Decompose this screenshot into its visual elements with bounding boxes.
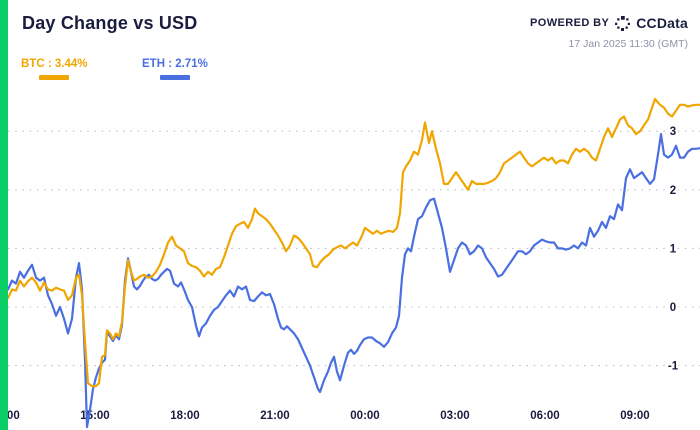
x-tick-label: 00:00 xyxy=(350,410,379,422)
legend-item-btc[interactable]: BTC : 3.44% xyxy=(21,58,87,80)
btc-line xyxy=(6,97,700,388)
y-tick-label: 0 xyxy=(670,302,676,314)
page-title: Day Change vs USD xyxy=(22,13,198,33)
x-tick-label: 15:00 xyxy=(80,410,109,422)
eth-swatch xyxy=(159,75,190,80)
x-tick-label: 09:00 xyxy=(620,410,649,422)
powered-by: POWERED BY CCData xyxy=(530,15,688,31)
accent-bar xyxy=(0,0,8,430)
legend-label-btc: BTC : 3.44% xyxy=(21,58,88,70)
y-tick-label: 3 xyxy=(670,126,676,138)
powered-by-label: POWERED BY xyxy=(530,17,610,29)
x-tick-label: 03:00 xyxy=(440,410,469,422)
legend: BTC : 3.44% ETH : 2.71% xyxy=(0,58,700,90)
legend-label-eth: ETH : 2.71% xyxy=(142,58,208,70)
eth-line xyxy=(6,133,700,429)
y-tick-label: 1 xyxy=(670,243,677,255)
y-tick-label: 2 xyxy=(670,185,676,197)
x-tick-label: 06:00 xyxy=(530,410,559,422)
legend-item-eth[interactable]: ETH : 2.71% xyxy=(142,58,208,80)
brand-name: CCData xyxy=(636,15,688,31)
x-tick-label: 18:00 xyxy=(170,410,199,422)
timestamp: 17 Jan 2025 11:30 (GMT) xyxy=(568,38,688,50)
ccdata-logo-icon xyxy=(615,15,631,31)
y-tick-label: -1 xyxy=(668,361,679,373)
btc-swatch xyxy=(39,75,70,80)
x-tick-label: 21:00 xyxy=(260,410,289,422)
